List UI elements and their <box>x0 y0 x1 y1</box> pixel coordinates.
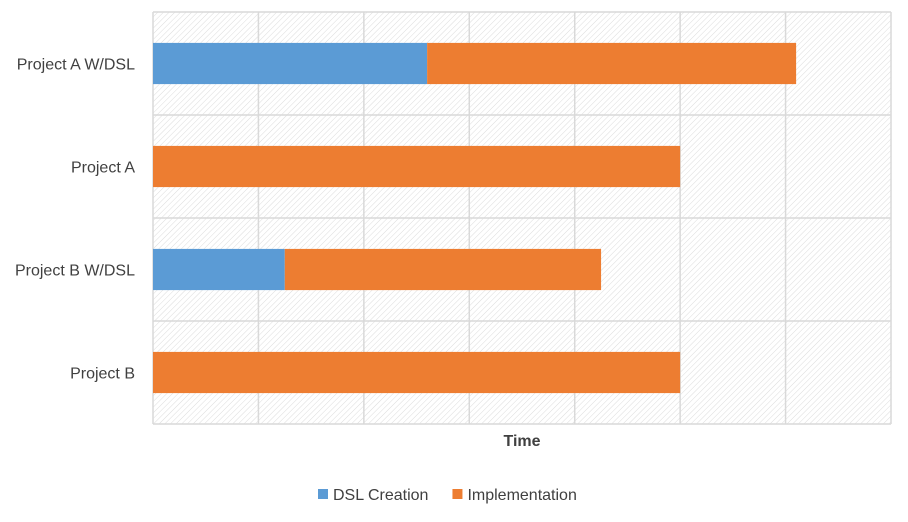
category-label: Project B W/DSL <box>15 263 135 280</box>
bar-implementation-project-a-w-dsl <box>427 42 797 85</box>
legend-label: DSL Creation <box>333 487 428 504</box>
legend: DSL Creation Implementation <box>318 487 577 504</box>
legend-swatch <box>318 489 328 499</box>
bar-dsl-creation-project-a-w-dsl <box>153 42 428 85</box>
bar-dsl-creation-project-b-w-dsl <box>153 248 285 291</box>
x-axis-title: Time <box>503 433 540 450</box>
bar-implementation-project-b <box>153 351 681 394</box>
bars <box>153 42 797 394</box>
legend-swatch <box>452 489 463 499</box>
bar-implementation-project-b-w-dsl <box>284 248 602 291</box>
bar-implementation-project-a <box>153 145 681 188</box>
legend-label: Implementation <box>467 487 576 504</box>
category-label: Project A W/DSL <box>17 57 135 74</box>
category-label: Project B <box>70 366 135 383</box>
category-label: Project A <box>71 160 135 177</box>
category-labels: Project A W/DSL Project A Project B W/DSL P… <box>15 57 135 383</box>
